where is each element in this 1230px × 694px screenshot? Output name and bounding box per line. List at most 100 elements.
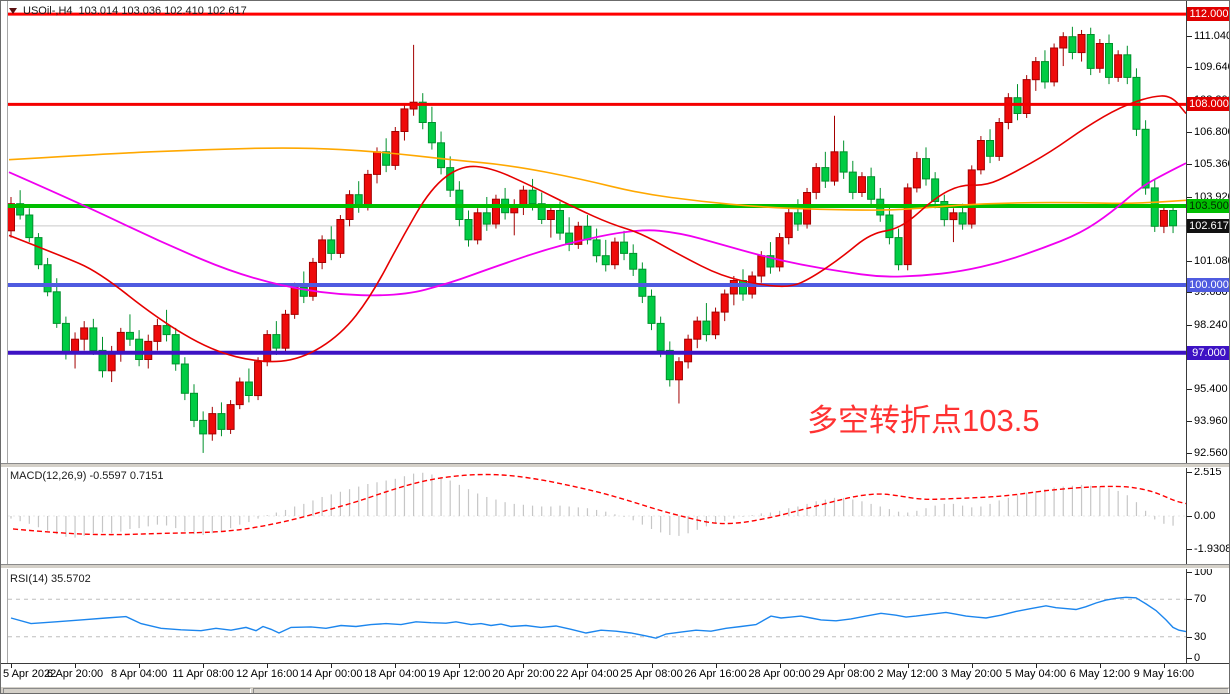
price-tick-mark bbox=[1186, 35, 1192, 37]
time-label: 28 Apr 00:00 bbox=[748, 668, 811, 680]
ma-magenta bbox=[8, 162, 1187, 297]
time-label: 3 May 20:00 bbox=[941, 668, 1003, 680]
rsi-tick-label: 0 bbox=[1194, 652, 1201, 664]
price-tick-mark bbox=[1186, 421, 1192, 423]
rsi-tick-label: 100 bbox=[1194, 566, 1213, 578]
price-badge: 100.000 bbox=[1187, 277, 1229, 292]
macd-tick-mark bbox=[1186, 516, 1192, 517]
time-label: 8 Apr 04:00 bbox=[110, 668, 168, 680]
time-label: 29 Apr 08:00 bbox=[812, 668, 875, 680]
time-tick-mark bbox=[523, 664, 525, 668]
price-tick-label: 93.960 bbox=[1194, 415, 1228, 428]
time-tick-mark bbox=[395, 664, 397, 668]
price-tick-mark bbox=[1186, 67, 1192, 69]
time-axis-border bbox=[1, 663, 1229, 664]
time-tick-mark bbox=[267, 664, 269, 668]
time-label: 14 Apr 00:00 bbox=[300, 668, 363, 680]
time-label: 19 Apr 12:00 bbox=[428, 668, 491, 680]
price-tick-mark bbox=[1186, 388, 1192, 390]
price-tick-mark bbox=[1186, 292, 1192, 294]
macd-signal-line bbox=[12, 473, 1187, 536]
time-label: 18 Apr 04:00 bbox=[364, 668, 427, 680]
price-tick-label: 105.360 bbox=[1194, 158, 1230, 171]
time-label: 11 Apr 08:00 bbox=[172, 668, 234, 680]
rsi-line bbox=[10, 596, 1187, 639]
price-tick-mark bbox=[1186, 452, 1192, 454]
price-tick-label: 109.640 bbox=[1194, 61, 1230, 74]
ma-orange bbox=[8, 147, 1187, 211]
macd-tick-label: -1.9308 bbox=[1194, 543, 1230, 556]
macd-tick-label: 0.00 bbox=[1194, 510, 1216, 522]
price-tick-label: 101.080 bbox=[1194, 254, 1230, 267]
price-tick-label: 106.800 bbox=[1194, 125, 1230, 138]
macd-tick-mark bbox=[1186, 549, 1192, 551]
rsi-tick-mark bbox=[1186, 658, 1192, 659]
price-badge: 102.617 bbox=[1187, 218, 1229, 233]
price-tick-mark bbox=[1186, 260, 1192, 262]
price-tick-mark bbox=[1186, 324, 1192, 326]
ma-red bbox=[8, 95, 1187, 363]
status-cell-main bbox=[253, 688, 1229, 693]
time-tick-mark bbox=[651, 664, 653, 668]
time-tick-mark bbox=[1035, 664, 1037, 668]
symbol-dropdown-icon[interactable] bbox=[9, 8, 17, 14]
time-label: 25 Apr 08:00 bbox=[620, 668, 683, 680]
time-label: 9 May 16:00 bbox=[1133, 668, 1195, 680]
rsi-tick-label: 70 bbox=[1194, 593, 1207, 606]
time-label: 2 May 12:00 bbox=[877, 668, 938, 680]
price-chart-canvas[interactable] bbox=[1, 1, 1187, 664]
time-tick-mark bbox=[587, 664, 589, 668]
time-tick-mark bbox=[203, 664, 205, 668]
price-tick-mark bbox=[1186, 196, 1192, 198]
time-label: 12 Apr 16:00 bbox=[235, 668, 299, 680]
price-badge: 112.000 bbox=[1187, 7, 1229, 22]
time-tick-mark bbox=[1099, 664, 1101, 668]
time-label: 6 May 12:00 bbox=[1069, 668, 1131, 680]
time-label: 5 Apr 2022 bbox=[3, 668, 57, 680]
time-label: 22 Apr 04:00 bbox=[556, 668, 619, 680]
chart-title: USOil-,H4 103.014 103.036 102.410 102.61… bbox=[9, 4, 247, 18]
rsi-tick-mark bbox=[1186, 636, 1192, 638]
macd-histogram-layer bbox=[10, 472, 1174, 538]
status-cell-left bbox=[3, 688, 251, 693]
time-label: 26 Apr 16:00 bbox=[684, 668, 747, 680]
time-tick-mark bbox=[907, 664, 909, 668]
rsi-indicator-label: RSI(14) 35.5702 bbox=[10, 573, 91, 585]
time-tick-mark bbox=[1163, 664, 1165, 668]
price-badge: 97.000 bbox=[1187, 345, 1229, 360]
macd-tick-mark bbox=[1186, 472, 1192, 474]
time-label: 5 May 04:00 bbox=[1005, 668, 1067, 680]
time-tick-mark bbox=[779, 664, 781, 668]
time-label: 20 Apr 20:00 bbox=[492, 668, 555, 680]
annotation-text: 多空转折点103.5 bbox=[807, 403, 1040, 438]
price-badge: 103.500 bbox=[1187, 199, 1229, 213]
rsi-pane-separator[interactable] bbox=[1, 564, 1229, 569]
window-left-bevel bbox=[1, 1, 8, 664]
time-tick-mark bbox=[843, 664, 845, 668]
price-axis-border bbox=[1186, 1, 1187, 664]
price-tick-label: 111.040 bbox=[1194, 29, 1230, 42]
time-label: 6 Apr 20:00 bbox=[46, 668, 104, 680]
macd-pane-separator[interactable] bbox=[1, 463, 1229, 468]
rsi-tick-mark bbox=[1186, 572, 1192, 573]
rsi-tick-label: 30 bbox=[1194, 630, 1207, 643]
symbol-label: USOil-,H4 bbox=[23, 5, 73, 17]
time-tick-mark bbox=[971, 664, 973, 668]
price-tick-label: 98.240 bbox=[1194, 318, 1228, 331]
time-tick-mark bbox=[459, 664, 461, 668]
time-tick-mark bbox=[75, 664, 77, 668]
time-tick-mark bbox=[715, 664, 717, 668]
rsi-tick-mark bbox=[1186, 599, 1192, 601]
time-tick-mark bbox=[331, 664, 333, 668]
price-badge: 108.000 bbox=[1187, 97, 1229, 112]
price-tick-mark bbox=[1186, 131, 1192, 133]
price-tick-mark bbox=[1186, 164, 1192, 166]
time-tick-mark bbox=[11, 664, 12, 668]
status-bar bbox=[1, 686, 1229, 693]
macd-indicator-label: MACD(12,26,9) -0.5597 0.7151 bbox=[10, 470, 164, 482]
time-tick-mark bbox=[139, 664, 141, 668]
price-tick-label: 92.560 bbox=[1194, 446, 1228, 459]
macd-tick-label: 2.515 bbox=[1194, 466, 1222, 479]
price-tick-label: 95.400 bbox=[1194, 382, 1228, 395]
